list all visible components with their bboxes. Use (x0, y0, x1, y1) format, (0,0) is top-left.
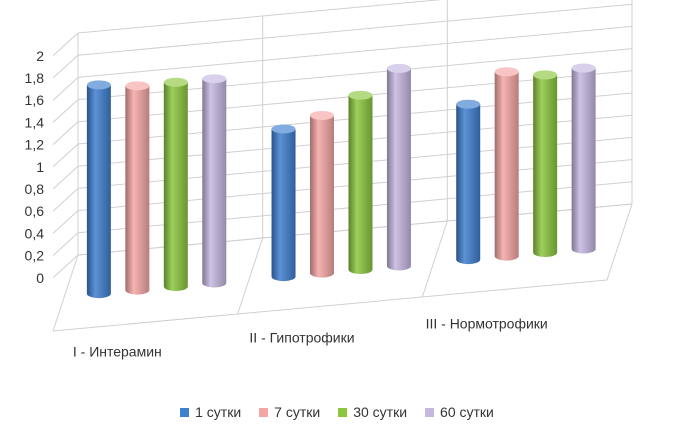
y-tick-label: 0 (36, 270, 44, 286)
x-tick-label: I - Интерамин (73, 344, 162, 360)
gridline-side (52, 54, 79, 79)
x-tick-label: II - Гипотрофики (249, 330, 354, 346)
bar-top (310, 110, 335, 120)
bar-body (271, 128, 296, 282)
legend-item: 1 сутки (180, 404, 241, 420)
bar-body (348, 95, 373, 275)
legend-item: 30 сутки (338, 404, 407, 420)
gridline (77, 0, 442, 34)
x-tick-label: III - Нормотрофики (426, 316, 548, 332)
bar-body (456, 104, 481, 265)
bar-body (494, 71, 519, 261)
y-tick-label: 1,8 (25, 70, 45, 86)
bar (571, 63, 596, 254)
chart-bars (86, 63, 596, 299)
bar-top (533, 70, 558, 80)
gridline-side (52, 77, 79, 101)
x-axis: I - Интерамин II - Гипотрофики III - Нормо… (73, 316, 548, 360)
y-tick-label: 2 (36, 48, 44, 64)
bar-body (125, 85, 150, 295)
floor-divider (421, 220, 448, 298)
y-tick-label: 0,4 (25, 225, 45, 241)
bar-body (86, 84, 111, 299)
bar (271, 124, 296, 282)
gridline-side (52, 32, 79, 57)
y-tick-label: 1,2 (25, 137, 45, 153)
y-tick-label: 0,6 (25, 203, 45, 219)
gridline-side (52, 188, 79, 212)
bar-top (386, 63, 411, 73)
legend-swatch (338, 407, 348, 417)
bar-top (271, 124, 296, 134)
gridline-side (52, 232, 79, 256)
bar-body (533, 74, 558, 258)
gridline-side (52, 210, 79, 234)
floor-divider (52, 254, 79, 332)
bar-body (310, 115, 335, 278)
bar-top (456, 99, 481, 109)
bar-top (202, 74, 227, 84)
bar (348, 90, 373, 275)
y-tick-label: 1,4 (25, 114, 45, 130)
y-tick-label: 0,2 (25, 248, 45, 264)
gridline-side (52, 143, 79, 168)
bar (86, 80, 111, 299)
chart-legend: 1 сутки 7 сутки 30 сутки 60 сутки (0, 404, 674, 420)
y-axis: 0 0,2 0,4 0,6 0,8 1 1,2 1,4 1,6 1,8 2 (25, 48, 45, 286)
bar (202, 74, 227, 288)
y-tick-label: 1 (36, 159, 44, 175)
legend-item: 7 сутки (259, 404, 320, 420)
y-tick-label: 0,8 (25, 181, 45, 197)
legend-item: 60 сутки (425, 404, 494, 420)
bar (533, 70, 558, 258)
floor-edge (52, 279, 608, 332)
bar-top (86, 80, 111, 90)
legend-label: 60 сутки (440, 404, 494, 420)
bar (125, 81, 150, 295)
gridline-side (52, 254, 79, 279)
bar-top (125, 81, 150, 91)
legend-swatch (180, 407, 190, 417)
y-tick-label: 1,6 (25, 92, 45, 108)
bar (310, 110, 335, 278)
bar (163, 77, 188, 292)
gridline (77, 25, 633, 78)
bar-top (571, 63, 596, 73)
bar-top (348, 90, 373, 100)
legend-swatch (259, 407, 269, 417)
bar-body (571, 68, 596, 254)
legend-label: 30 сутки (353, 404, 408, 420)
legend-swatch (425, 407, 435, 417)
floor-divider (237, 237, 264, 315)
legend-label: 1 сутки (195, 404, 242, 420)
gridline-side (52, 121, 79, 145)
legend-label: 7 сутки (274, 404, 321, 420)
floor-divider (606, 203, 633, 281)
bar (494, 67, 519, 261)
bar (386, 63, 411, 271)
gridline (77, 3, 633, 56)
bar-body (163, 82, 188, 292)
gridline-side (52, 165, 79, 190)
bar-top (494, 67, 519, 77)
bar-body (202, 78, 227, 288)
gridline-side (52, 99, 79, 123)
bar-body (386, 68, 411, 271)
bar-top (163, 77, 188, 87)
bar (456, 99, 481, 265)
